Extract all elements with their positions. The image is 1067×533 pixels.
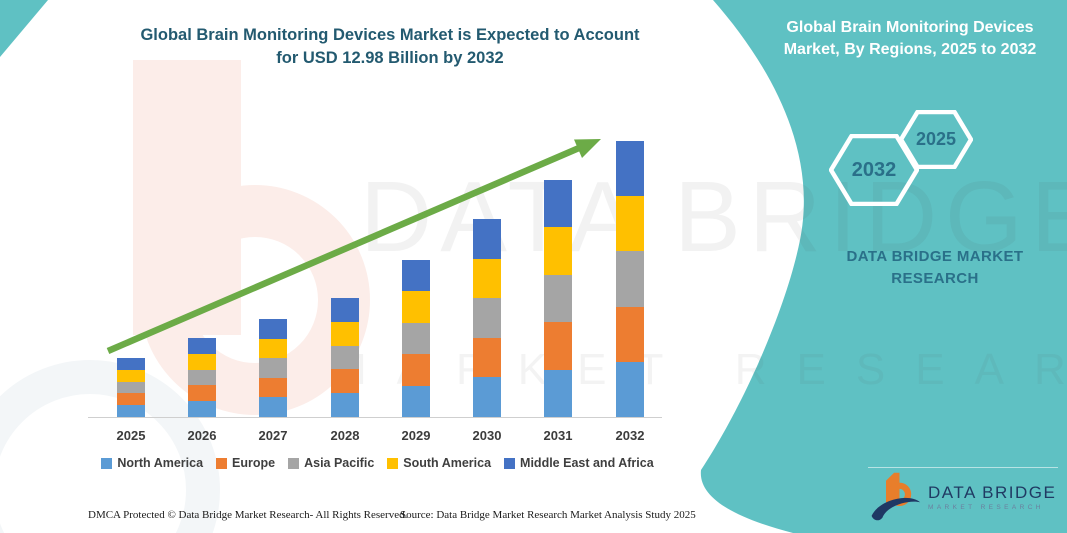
segment-europe [259, 377, 287, 398]
segment-middle-east-and-africa [259, 318, 287, 339]
side-panel-heading-line1: Global Brain Monitoring Devices [786, 19, 1034, 36]
brand-tagline-line1: DATA BRIDGE MARKET [846, 248, 1024, 265]
legend-label: Middle East and Africa [520, 456, 654, 470]
logo-tagline: MARKET RESEARCH [928, 504, 1044, 511]
segment-middle-east-and-africa [188, 337, 216, 354]
legend-swatch-icon [504, 457, 516, 469]
segment-europe [473, 337, 501, 378]
x-axis-line [88, 417, 662, 418]
logo-name: DATA BRIDGE [928, 483, 1057, 502]
legend-label: South America [403, 456, 492, 470]
segment-europe [544, 322, 572, 370]
hexagon-outline-icon [829, 134, 919, 206]
hexagon-2032-label: 2032 [851, 158, 897, 181]
corner-triangle [0, 0, 48, 57]
legend-swatch-icon [216, 457, 228, 469]
segment-asia-pacific [259, 358, 287, 378]
segment-asia-pacific [402, 322, 430, 355]
x-axis-label-2032: 2032 [615, 428, 645, 443]
source-note: Source: Data Bridge Market Research Mark… [400, 509, 696, 521]
stacked-bar-2025 [117, 358, 145, 417]
segment-asia-pacific [331, 345, 359, 370]
stacked-bar-2027 [259, 318, 287, 417]
legend-item-asia-pacific: Asia Pacific [288, 456, 374, 470]
x-axis-label-2028: 2028 [330, 428, 360, 443]
stacked-bar-2029 [402, 260, 430, 417]
segment-south-america [117, 369, 145, 382]
x-axis-label-2025: 2025 [116, 428, 146, 443]
legend-item-south-america: South America [387, 456, 491, 470]
legend-swatch-icon [101, 457, 113, 469]
segment-south-america [402, 291, 430, 323]
segment-middle-east-and-africa [331, 297, 359, 322]
hexagon-2032: 2032 [829, 134, 919, 206]
segment-north-america [188, 401, 216, 417]
segment-europe [117, 393, 145, 406]
segment-south-america [473, 258, 501, 299]
segment-south-america [259, 338, 287, 359]
segment-europe [402, 354, 430, 386]
segment-north-america [117, 405, 145, 417]
dmca-notice: DMCA Protected © Data Bridge Market Rese… [88, 509, 408, 521]
x-axis-label-2030: 2030 [472, 428, 502, 443]
watermark-text-marketresearch: MARKET RESEARCH [330, 345, 1067, 394]
hexagon-outline-icon [899, 110, 973, 169]
segment-north-america [402, 385, 430, 417]
legend-item-middle-east-and-africa: Middle East and Africa [504, 456, 654, 470]
x-axis-label-2026: 2026 [187, 428, 217, 443]
segment-north-america [259, 397, 287, 417]
segment-middle-east-and-africa [117, 358, 145, 370]
segment-north-america [473, 377, 501, 417]
segment-europe [188, 385, 216, 402]
segment-south-america [616, 196, 644, 252]
legend-swatch-icon [288, 457, 300, 469]
page-title-line2: for USD 12.98 Billion by 2032 [276, 49, 504, 67]
hexagon-2025: 2025 [899, 110, 973, 169]
segment-north-america [331, 393, 359, 417]
side-panel-heading-line2: Market, By Regions, 2025 to 2032 [783, 41, 1037, 58]
chart-legend: North America Europe Asia Pacific South Ame… [85, 456, 670, 470]
x-axis-label-2029: 2029 [401, 428, 431, 443]
segment-asia-pacific [117, 381, 145, 394]
stacked-bar-2026 [188, 337, 216, 417]
company-logo: DATA BRIDGE MARKET RESEARCH [868, 472, 1063, 522]
segment-middle-east-and-africa [616, 141, 644, 197]
segment-asia-pacific [544, 274, 572, 323]
segment-south-america [188, 353, 216, 370]
legend-label: Asia Pacific [304, 456, 375, 470]
legend-swatch-icon [387, 457, 399, 469]
data-bridge-logo-icon [871, 472, 921, 521]
segment-europe [331, 369, 359, 394]
segment-europe [616, 306, 644, 362]
page-title-line1: Global Brain Monitoring Devices Market i… [140, 26, 640, 44]
side-panel-heading: Global Brain Monitoring Devices Market, … [760, 17, 1060, 61]
segment-asia-pacific [188, 369, 216, 386]
x-axis-label-2031: 2031 [543, 428, 573, 443]
segment-south-america [331, 321, 359, 346]
segment-north-america [616, 361, 644, 417]
stacked-bar-2030 [473, 219, 501, 417]
brand-tagline-line2: RESEARCH [891, 270, 979, 287]
brand-tagline: DATA BRIDGE MARKET RESEARCH [818, 246, 1052, 290]
segment-asia-pacific [616, 251, 644, 307]
segment-asia-pacific [473, 298, 501, 338]
legend-item-europe: Europe [216, 456, 275, 470]
segment-south-america [544, 227, 572, 275]
stacked-bar-2032 [616, 141, 644, 417]
hexagon-2025-label: 2025 [915, 129, 957, 149]
segment-north-america [544, 369, 572, 417]
legend-label: Europe [232, 456, 276, 470]
x-axis-label-2027: 2027 [258, 428, 288, 443]
legend-label: North America [117, 456, 204, 470]
segment-middle-east-and-africa [402, 260, 430, 292]
segment-middle-east-and-africa [473, 219, 501, 259]
stacked-bar-2031 [544, 179, 572, 417]
segment-middle-east-and-africa [544, 179, 572, 228]
logo-separator-line [868, 467, 1058, 468]
page-title: Global Brain Monitoring Devices Market i… [105, 24, 675, 70]
legend-item-north-america: North America [101, 456, 203, 470]
stacked-bar-2028 [331, 297, 359, 417]
